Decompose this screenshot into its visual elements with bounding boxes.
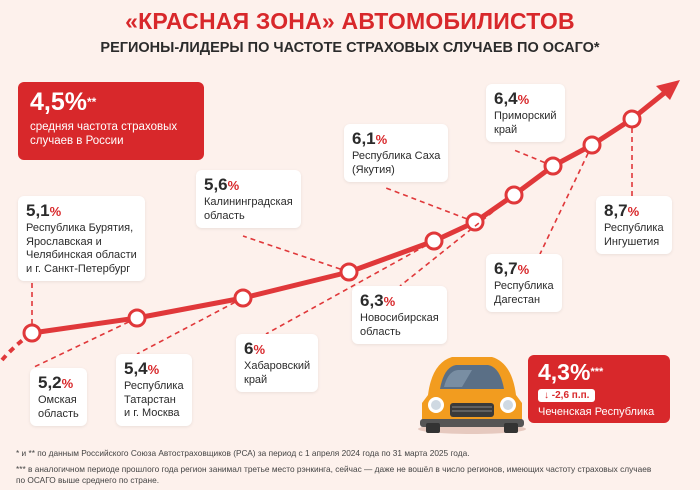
page-subtitle: РЕГИОНЫ-ЛИДЕРЫ ПО ЧАСТОТЕ СТРАХОВЫХ СЛУЧ…	[100, 40, 600, 56]
region-name-line: Челябинская области	[26, 249, 137, 261]
region-card: 8,7% Республика Ингушетия	[596, 196, 672, 254]
region-name-line: край	[494, 123, 518, 136]
region-value: 6,3%	[360, 291, 439, 312]
data-point	[22, 323, 42, 343]
region-name-line: Республика	[124, 380, 184, 392]
region-value: 5,6%	[204, 175, 293, 196]
connector-line	[242, 235, 350, 273]
connector-line	[136, 297, 244, 355]
region-value-unit: %	[61, 376, 74, 391]
region-value-number: 6	[244, 339, 254, 358]
region-card: 6,1% Республика Саха (Якутия)	[344, 124, 449, 182]
region-name-line: Приморский	[494, 110, 557, 122]
region-value: 6,4%	[494, 89, 557, 110]
data-point	[339, 262, 359, 282]
region-value-number: 6,1	[352, 129, 376, 148]
region-name-line: и г. Москва	[124, 407, 180, 419]
chechnya-value: 4,3%	[538, 359, 591, 385]
footnote-2: *** в аналогичном периоде прошлого года …	[16, 464, 652, 474]
region-card: 5,1% Республика Бурятия, Ярославская и Челя…	[18, 196, 145, 281]
region-name-line: Республика Саха	[352, 150, 441, 162]
region-name-line: Республика	[604, 222, 664, 234]
region-name-line: Дагестан	[494, 293, 541, 306]
region-card: 5,6% Калининградская область	[196, 170, 301, 228]
data-point	[622, 109, 642, 129]
region-name-line: Калининградская	[204, 196, 293, 208]
data-point	[233, 288, 253, 308]
region-name-line: (Якутия)	[352, 163, 395, 176]
region-value: 5,1%	[26, 201, 137, 222]
region-name-line: Татарстан	[124, 393, 176, 406]
data-point	[465, 212, 485, 232]
region-value-number: 6,3	[360, 291, 384, 310]
connector-line	[399, 194, 515, 287]
chechnya-mark: ***	[590, 366, 604, 378]
region-card: 5,2% Омская область	[30, 368, 87, 426]
connector-line	[385, 187, 476, 223]
region-name-line: Ингушетия	[604, 235, 660, 248]
region-value-unit: %	[375, 132, 388, 147]
trend-arrow-head	[656, 80, 680, 100]
connector-line	[539, 144, 593, 255]
region-value-number: 5,1	[26, 201, 50, 220]
region-value: 8,7%	[604, 201, 664, 222]
chechnya-name: Чеченская Республика	[538, 406, 655, 418]
data-point	[543, 156, 563, 176]
footnote-3: по ОСАГО выше среднего по стране.	[16, 475, 160, 485]
region-value-number: 6,4	[494, 89, 518, 108]
data-point	[582, 135, 602, 155]
region-name-line: область	[38, 407, 79, 420]
region-value-number: 5,6	[204, 175, 228, 194]
data-point	[424, 231, 444, 251]
region-value: 6,1%	[352, 129, 440, 150]
region-name-line: область	[360, 325, 401, 338]
region-card: 6% Хабаровский край	[236, 334, 319, 392]
connector-line	[513, 149, 554, 167]
region-value: 5,2%	[38, 373, 79, 394]
region-value-number: 6,7	[494, 259, 518, 278]
region-name-line: и г. Санкт-Петербург	[26, 262, 131, 275]
page-title: «КРАСНАЯ ЗОНА» АВТОМОБИЛИСТОВ	[125, 8, 575, 34]
footnote-1: * и ** по данным Российского Союза Автос…	[16, 448, 470, 458]
connector-line	[31, 317, 138, 369]
average-value: 4,5%	[30, 88, 87, 116]
average-box: 4,5%** средняя частота страховых случаев…	[18, 82, 204, 160]
region-value: 5,4%	[124, 359, 184, 380]
region-value: 6%	[244, 339, 310, 360]
car-icon	[418, 357, 526, 434]
region-value-unit: %	[49, 204, 62, 219]
region-value-unit: %	[383, 294, 396, 309]
region-name-line: Омская	[38, 394, 77, 406]
region-name-line: край	[244, 373, 268, 386]
region-card: 6,7% Республика Дагестан	[486, 254, 562, 312]
data-point	[504, 185, 524, 205]
region-value-unit: %	[517, 262, 530, 277]
region-value-unit: %	[227, 178, 240, 193]
region-name-line: Республика	[494, 280, 554, 292]
average-desc-1: средняя частота страховых	[30, 121, 178, 133]
region-value-unit: %	[627, 204, 640, 219]
region-value: 6,7%	[494, 259, 554, 280]
region-name-line: Хабаровский	[244, 360, 311, 372]
chechnya-box: 4,3%*** ↓ -2,6 п.п. Чеченская Республика	[528, 355, 670, 423]
region-value-number: 5,4	[124, 359, 148, 378]
data-point	[127, 308, 147, 328]
region-value-number: 5,2	[38, 373, 62, 392]
average-desc-2: случаев в России	[30, 135, 124, 147]
region-value-unit: %	[517, 92, 530, 107]
average-mark: **	[86, 95, 97, 109]
region-card: 6,4% Приморский край	[486, 84, 565, 142]
region-name-line: Ярославская и	[26, 235, 102, 248]
region-value-unit: %	[253, 342, 266, 357]
region-card: 6,3% Новосибирская область	[352, 286, 447, 344]
region-card: 5,4% Республика Татарстан и г. Москва	[116, 354, 192, 426]
region-name-line: Республика Бурятия,	[26, 222, 134, 234]
region-value-unit: %	[147, 362, 160, 377]
region-value-number: 8,7	[604, 201, 628, 220]
region-name-line: Новосибирская	[360, 312, 439, 324]
chechnya-change-badge: ↓ -2,6 п.п.	[538, 389, 596, 402]
region-name-line: область	[204, 209, 245, 222]
